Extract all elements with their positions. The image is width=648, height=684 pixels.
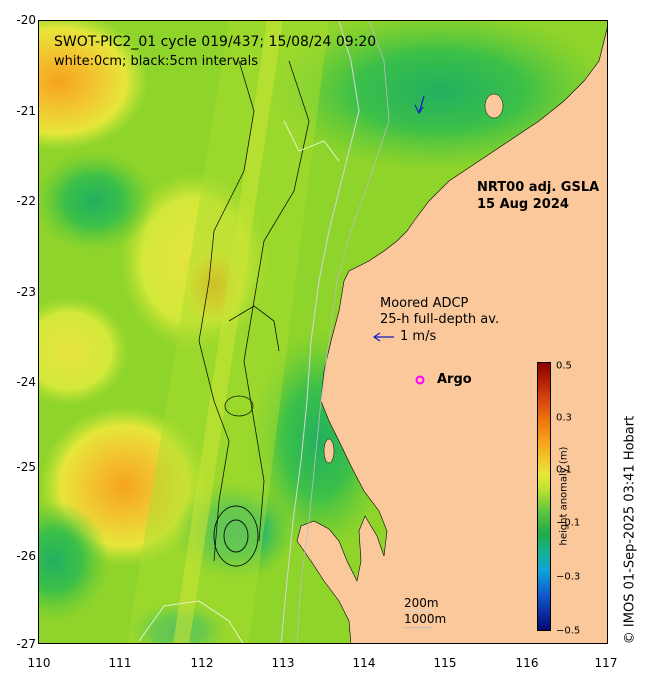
land-western-australia xyxy=(296,27,607,643)
x-tick: 111 xyxy=(108,656,132,670)
adcp-legend-title: Moored ADCP xyxy=(380,296,469,311)
credit-text: © IMOS 01-Sep-2025 03:41 Hobart xyxy=(622,415,638,645)
colorbar-tick-neg0.3: −0.3 xyxy=(556,571,581,583)
y-tick: -27 xyxy=(16,637,36,651)
plot-title: SWOT-PIC2_01 cycle 019/437; 15/08/24 09:… xyxy=(54,34,377,50)
island-dirk-hartog xyxy=(323,438,335,464)
sla-high-northwest xyxy=(39,21,149,151)
colorbar-tick-0.5: 0.5 xyxy=(556,360,572,372)
adcp-current-arrow xyxy=(414,95,425,115)
x-tick: 114 xyxy=(352,656,376,670)
swot-swath xyxy=(127,21,340,643)
depth-legend-1000m-line xyxy=(404,627,432,628)
x-tick: 110 xyxy=(27,656,51,670)
map-panel xyxy=(38,20,608,644)
y-tick: -24 xyxy=(16,375,36,389)
isobath-1000m xyxy=(296,21,390,643)
adcp-legend-subtitle: 25-h full-depth av. xyxy=(380,312,500,327)
colorbar-tick-0.3: 0.3 xyxy=(556,412,572,424)
depth-legend-200m-line xyxy=(404,610,432,611)
colorbar-tick-neg0.5: −0.5 xyxy=(556,625,581,637)
x-tick: 112 xyxy=(190,656,214,670)
y-tick: -26 xyxy=(16,549,36,563)
colorbar xyxy=(537,362,551,631)
argo-marker-icon xyxy=(415,375,425,385)
y-tick: -20 xyxy=(16,13,36,27)
map-svg xyxy=(39,21,607,643)
x-tick: 117 xyxy=(594,656,618,670)
y-tick: -22 xyxy=(16,194,36,208)
plot-subtitle: white:0cm; black:5cm intervals xyxy=(54,54,258,69)
x-tick: 115 xyxy=(433,656,457,670)
x-tick: 116 xyxy=(515,656,539,670)
colorbar-label: height anomaly (m) xyxy=(558,446,570,546)
isobath-200m xyxy=(280,21,360,643)
adcp-scale-label: 1 m/s xyxy=(400,329,437,344)
product-name: NRT00 adj. GSLA xyxy=(477,180,600,195)
sla-low-west xyxy=(39,151,154,251)
y-tick: -25 xyxy=(16,460,36,474)
x-tick: 113 xyxy=(271,656,295,670)
sla-high-west xyxy=(39,296,129,406)
sla-low-southwest xyxy=(39,501,109,621)
y-tick: -23 xyxy=(16,285,36,299)
y-tick: -21 xyxy=(16,104,36,118)
colorbar-tick-0.1: 0.1 xyxy=(556,464,572,476)
depth-legend-200m: 200m xyxy=(404,596,439,610)
argo-label: Argo xyxy=(437,372,472,387)
depth-legend-1000m: 1000m xyxy=(404,612,447,626)
product-date: 15 Aug 2024 xyxy=(477,197,569,212)
colorbar-tick-neg0.1: −0.1 xyxy=(556,517,581,529)
adcp-scale-arrow xyxy=(372,332,394,342)
island-barrow xyxy=(484,93,504,119)
